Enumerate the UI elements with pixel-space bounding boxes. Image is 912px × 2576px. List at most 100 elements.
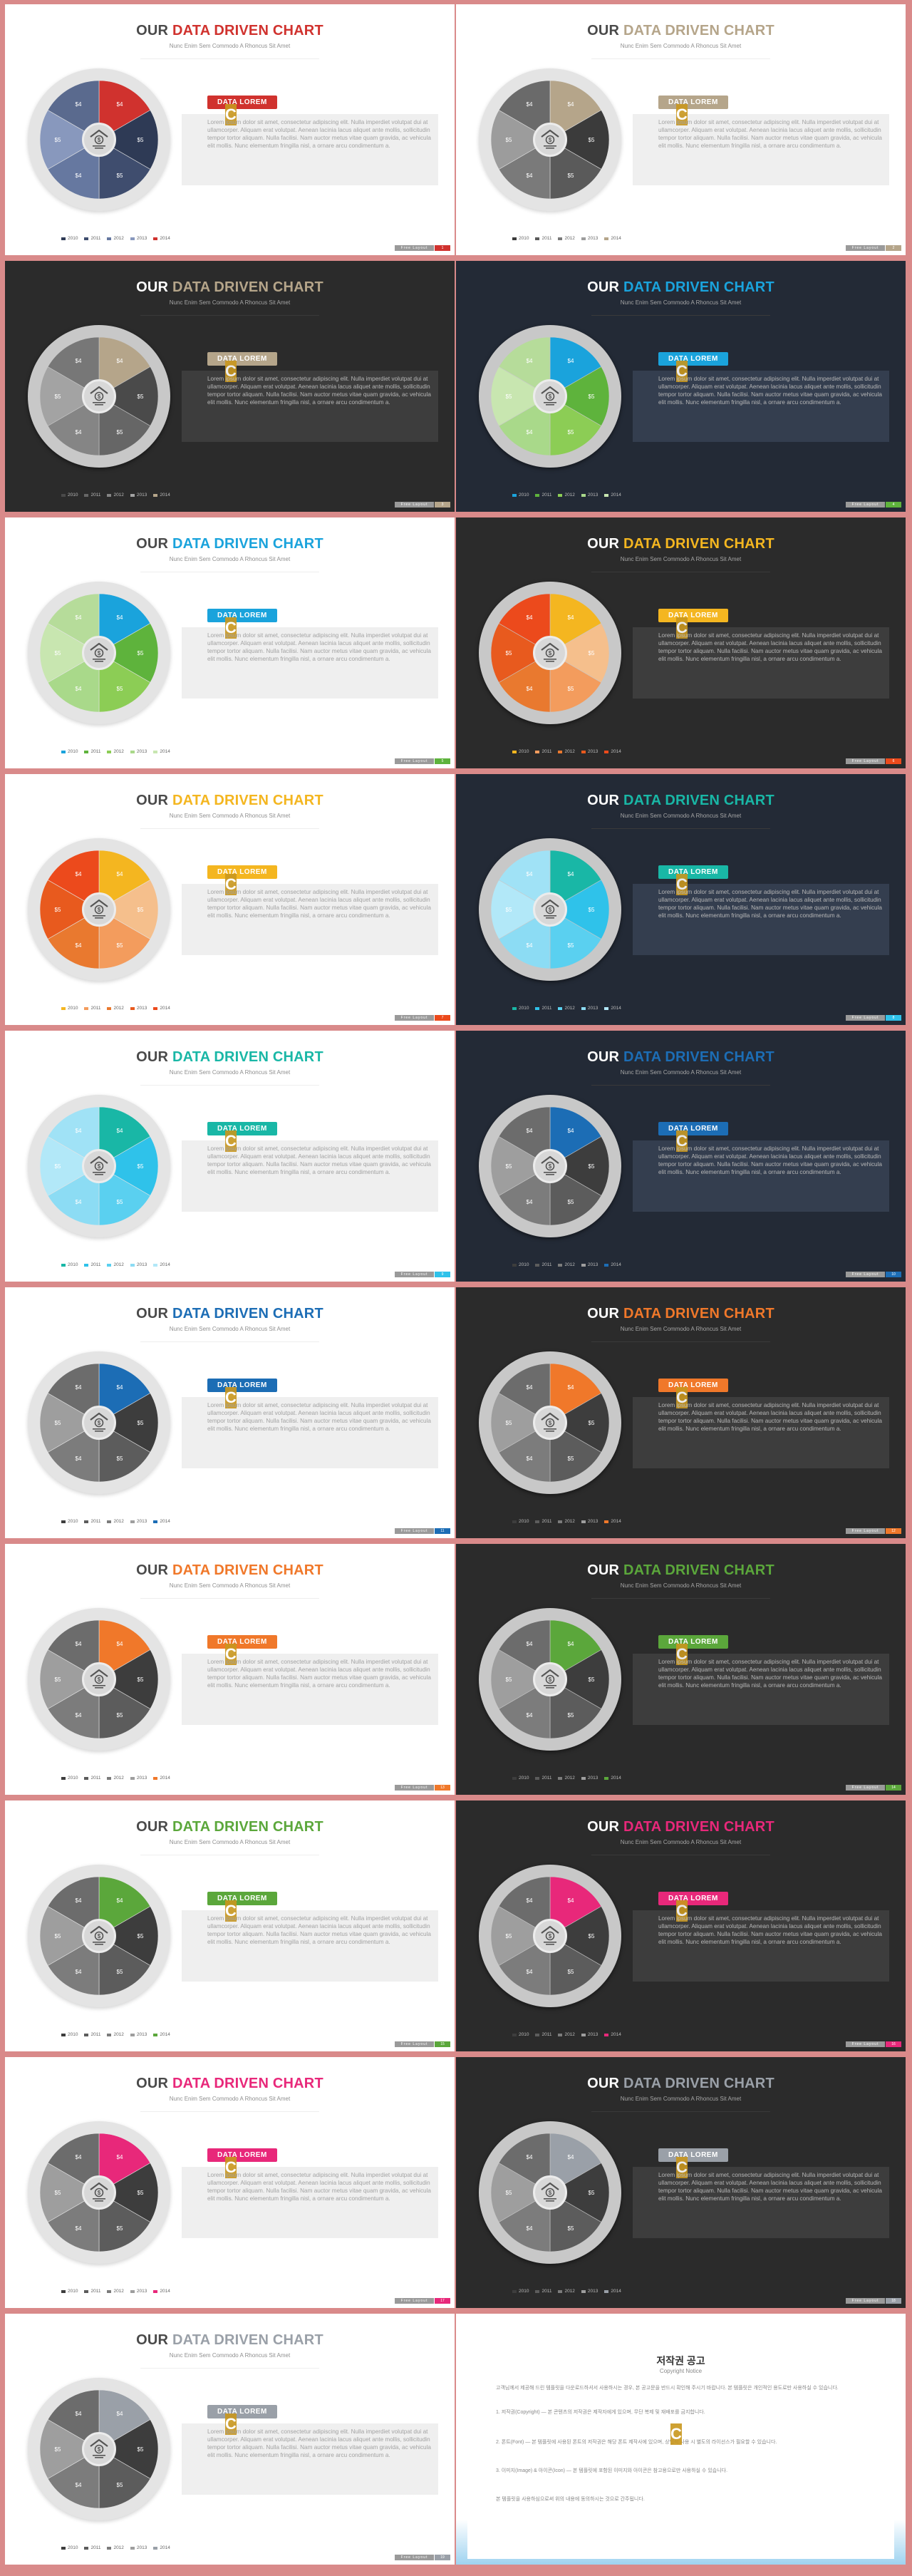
legend-swatch — [535, 2034, 540, 2036]
pie-slice — [39, 2163, 100, 2222]
title-divider — [140, 2368, 319, 2369]
legend-label: 2010 — [519, 1262, 529, 1267]
legend-label: 2010 — [519, 2289, 529, 2294]
dollar-sign: $ — [98, 1676, 101, 1683]
legend-label: 2011 — [542, 493, 552, 498]
pie-value-label: $5 — [117, 2482, 123, 2488]
pie-value-label: $4 — [117, 1641, 123, 1647]
legend-swatch — [61, 1777, 66, 1780]
base-line — [93, 2455, 105, 2456]
house-money-icon: $ — [90, 129, 108, 149]
legend-label: 2013 — [587, 749, 598, 754]
dollar-sign: $ — [549, 650, 552, 656]
pie-slice — [549, 1165, 602, 1226]
pie-slice — [98, 1363, 151, 1423]
legend-swatch — [130, 751, 135, 753]
legend-label: 2014 — [160, 749, 170, 754]
watermark-stamp: C — [676, 1644, 688, 1665]
pie-center — [533, 1662, 567, 1696]
legend-swatch — [61, 1520, 66, 1523]
page-number: 18 — [891, 2299, 896, 2303]
base-line — [93, 402, 105, 403]
dollar-sign: $ — [549, 1933, 552, 1939]
pie-chart: $4 $5 $5 $4 $5 $4 — [39, 336, 159, 456]
legend-label: 2010 — [68, 1776, 78, 1781]
pie-chart: $4 $5 $5 $4 $5 $4 — [490, 593, 610, 713]
title-prefix: OUR — [136, 793, 172, 808]
title-highlight: DATA DRIVEN CHART — [172, 536, 323, 552]
body-paragraph: Lorem ipsum dolor sit amet, consectetur … — [207, 2428, 431, 2458]
legend-swatch — [107, 1520, 112, 1523]
legend-swatch — [107, 1007, 112, 1010]
slide-8: OUR DATA DRIVEN CHART Nunc Enim Sem Commo… — [456, 774, 906, 1025]
coin-shape — [545, 2188, 555, 2198]
pie-slice — [98, 1136, 159, 1196]
legend-label: 2014 — [160, 2032, 170, 2037]
legend-swatch — [61, 1007, 66, 1010]
dollar-sign: $ — [549, 1676, 552, 1683]
legend-swatch — [153, 2547, 158, 2550]
watermark-stamp: C — [676, 1900, 688, 1922]
house-money-icon: $ — [90, 1669, 108, 1689]
legend-swatch — [581, 1520, 586, 1523]
legend-item: 2013 — [130, 2288, 147, 2295]
legend-item: 2012 — [558, 1775, 575, 1782]
legend-item: 2010 — [512, 492, 529, 499]
legend-label: 2013 — [587, 2032, 598, 2037]
legend-item: 2012 — [107, 1775, 124, 1782]
pie-value-label: $4 — [76, 1199, 82, 1205]
legend-swatch — [130, 1520, 135, 1523]
pie-slice — [47, 1619, 100, 1680]
legend-swatch — [535, 1520, 540, 1523]
legend-swatch — [604, 1007, 609, 1010]
legend-label: 2014 — [611, 1519, 621, 1524]
pie-center — [533, 123, 567, 157]
pie-value-label: $5 — [506, 1163, 512, 1170]
slide-14: OUR DATA DRIVEN CHART Nunc Enim Sem Commo… — [456, 1544, 906, 1795]
pie-slice — [47, 652, 100, 713]
body-paragraph: Lorem ipsum dolor sit amet, consectetur … — [658, 889, 882, 919]
text-panel — [633, 371, 889, 442]
legend-label: 2010 — [68, 2545, 78, 2550]
legend-swatch — [558, 1264, 563, 1267]
watermark-stamp: C — [225, 617, 237, 639]
legend-swatch — [604, 494, 609, 497]
pie-value-label: $4 — [568, 358, 574, 364]
house-money-icon: $ — [90, 2438, 108, 2458]
legend-item: 2014 — [153, 492, 170, 499]
legend-label: 2012 — [564, 1776, 575, 1781]
pie-value-label: $5 — [568, 1199, 574, 1205]
legend-swatch — [130, 494, 135, 497]
watermark-stamp: C — [225, 2413, 237, 2435]
footer-accent — [886, 1528, 901, 1534]
legend-label: 2014 — [611, 1262, 621, 1267]
pie-slice — [549, 1649, 610, 1709]
pie-slice — [549, 1136, 610, 1196]
dollar-sign: $ — [98, 137, 101, 143]
legend-item: 2012 — [558, 1005, 575, 1012]
legend-swatch — [153, 1007, 158, 1010]
pie-slice — [98, 2163, 159, 2222]
base-line — [95, 404, 103, 406]
legend-item: 2011 — [535, 492, 551, 499]
pie-value-label: $5 — [117, 1456, 123, 1462]
pie-value-label: $5 — [589, 393, 595, 400]
legend-item: 2012 — [107, 1262, 124, 1269]
base-line — [546, 2200, 554, 2202]
pie-value-label: $4 — [117, 2154, 123, 2160]
pie-value-label: $4 — [76, 1712, 82, 1719]
base-line — [93, 145, 105, 147]
legend-swatch — [61, 2290, 66, 2293]
pie-value-label: $5 — [506, 137, 512, 143]
page-number: 8 — [892, 1016, 895, 1020]
data-tag: DATA LOREM — [658, 609, 728, 622]
legend-swatch — [558, 2034, 563, 2036]
pie-slice — [498, 652, 551, 713]
coin-shape — [94, 2444, 104, 2454]
title-divider — [140, 58, 319, 59]
legend-label: 2013 — [136, 1006, 147, 1011]
legend-item: 2010 — [61, 2545, 78, 2552]
pie-value-label: $4 — [117, 614, 123, 621]
pie-slice — [98, 880, 159, 939]
title-prefix: OUR — [587, 279, 623, 295]
